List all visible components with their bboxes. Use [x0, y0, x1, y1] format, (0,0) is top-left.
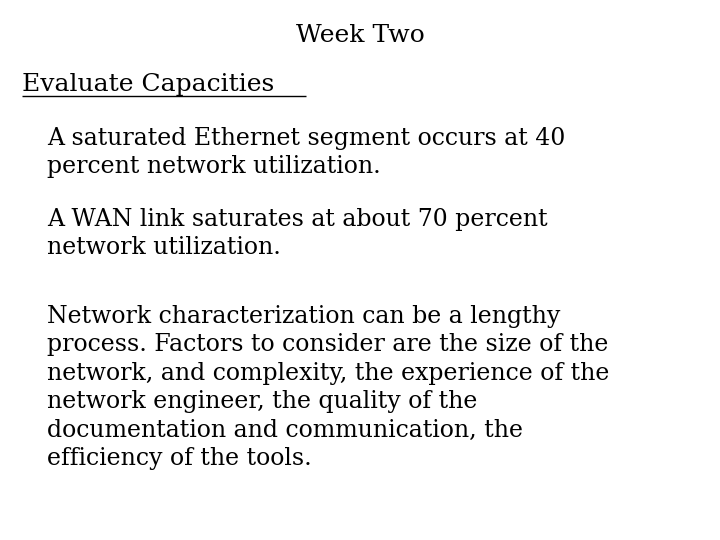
Text: Week Two: Week Two: [296, 24, 424, 48]
Text: Evaluate Capacities: Evaluate Capacities: [22, 73, 274, 96]
Text: A saturated Ethernet segment occurs at 40
percent network utilization.: A saturated Ethernet segment occurs at 4…: [47, 127, 565, 178]
Text: A WAN link saturates at about 70 percent
network utilization.: A WAN link saturates at about 70 percent…: [47, 208, 547, 259]
Text: Network characterization can be a lengthy
process. Factors to consider are the s: Network characterization can be a length…: [47, 305, 609, 470]
